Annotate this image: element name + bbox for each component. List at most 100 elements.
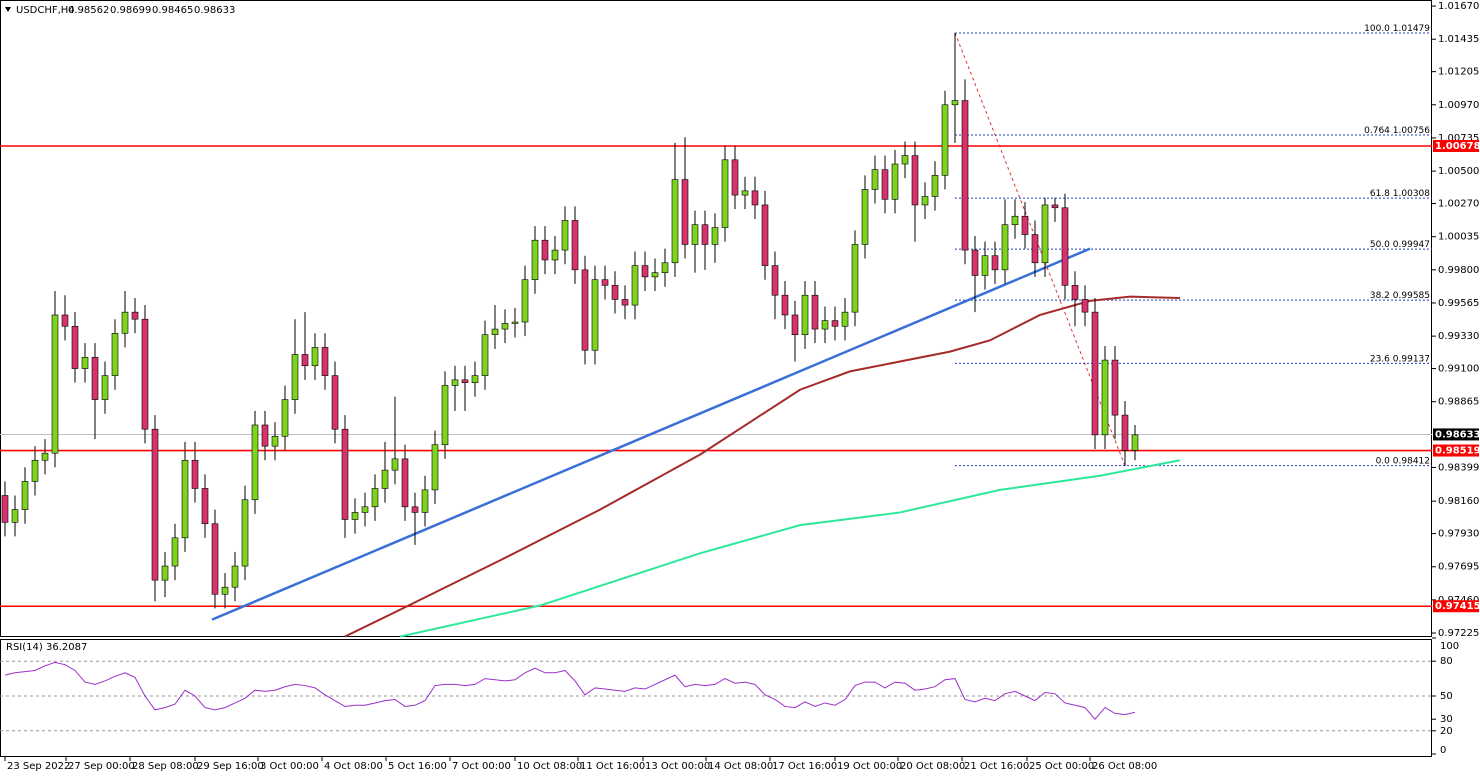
rsi-tick-label: 30 (1440, 714, 1453, 725)
fib-ratio: 100.0 (1364, 24, 1390, 34)
candle-body (1061, 207, 1069, 286)
candle-body (1071, 285, 1079, 300)
y-tick-label: 1.00735 (1438, 133, 1479, 144)
ohlc-close: 0.98633 (194, 5, 235, 16)
menu-arrow (5, 7, 11, 12)
x-tick-label: 14 Oct 08:00 (708, 761, 773, 772)
candle-body (621, 299, 629, 306)
candle-body (711, 227, 719, 245)
candle-body (1121, 414, 1129, 451)
price-box-label: 0.97415 (1435, 601, 1480, 612)
candle-body (41, 452, 49, 461)
fib-label: 50.0 0.99947 (1370, 240, 1430, 250)
rsi-tick-label: 0 (1440, 745, 1446, 756)
candle-body (741, 190, 749, 196)
candle-body (141, 318, 149, 430)
candle-body (641, 265, 649, 278)
candle-body (771, 265, 779, 296)
y-tick-label: 0.99800 (1438, 265, 1479, 276)
rsi-panel (0, 639, 1432, 757)
candle-body (551, 249, 559, 261)
candle-body (1001, 224, 1009, 271)
candle-body (731, 159, 739, 196)
y-tick-label: 1.00035 (1438, 232, 1479, 243)
y-tick-label: 0.98160 (1438, 496, 1479, 507)
candle-body (11, 509, 19, 523)
y-tick-label: 1.01435 (1438, 34, 1479, 45)
candle-body (21, 481, 29, 510)
candle-body (541, 239, 549, 261)
candle-body (931, 175, 939, 197)
x-tick-label: 27 Sep 00:00 (68, 761, 135, 772)
ohlc-high: 0.98699 (110, 5, 151, 16)
candle-body (131, 311, 139, 320)
candle-body (411, 506, 419, 513)
x-tick-label: 17 Oct 16:00 (772, 761, 837, 772)
price-box (1433, 600, 1479, 613)
candle-body (261, 424, 269, 447)
candle-body (1, 495, 9, 523)
candle-body (231, 565, 239, 588)
x-tick-label: 20 Oct 08:00 (900, 761, 965, 772)
y-tick-label: 0.99330 (1438, 331, 1479, 342)
candle-body (1081, 299, 1089, 313)
candle-body (631, 265, 639, 306)
x-tick-label: 21 Oct 16:00 (964, 761, 1029, 772)
fib-price: 0.98412 (1393, 456, 1430, 466)
ohlc-open: 0.98562 (68, 5, 109, 16)
y-tick-label: 1.00500 (1438, 166, 1479, 177)
moving-average (399, 459, 1181, 638)
candle-body (511, 321, 519, 324)
price-box (1433, 139, 1479, 152)
candle-body (801, 294, 809, 336)
candle-body (581, 269, 589, 351)
candle-body (311, 347, 319, 367)
candle-body (671, 179, 679, 264)
candle-body (751, 190, 759, 206)
fib-ratio: 61.8 (1370, 189, 1390, 199)
fib-label: 0.764 1.00756 (1364, 125, 1430, 135)
candle-body (1131, 434, 1139, 451)
candle-body (251, 424, 259, 501)
candle-body (431, 444, 439, 491)
fib-price: 1.00308 (1393, 189, 1430, 199)
candle-body (101, 375, 109, 400)
rsi-tick-label: 20 (1440, 726, 1453, 737)
candle-body (561, 220, 569, 251)
candle-body (221, 586, 229, 595)
x-tick-label: 29 Sep 16:00 (197, 761, 264, 772)
candle-body (521, 279, 529, 323)
candle-body (371, 488, 379, 508)
candle-body (501, 323, 509, 330)
candle-body (151, 428, 159, 581)
candle-body (991, 255, 999, 271)
x-tick-label: 26 Oct 08:00 (1092, 761, 1157, 772)
candle-body (601, 279, 609, 286)
candle-body (361, 506, 369, 513)
candle-body (121, 311, 129, 334)
candle-body (171, 537, 179, 567)
price-box-label: 0.98633 (1435, 429, 1480, 440)
y-tick-label: 0.97930 (1438, 529, 1479, 540)
trendline (211, 247, 1091, 621)
y-tick-label: 0.97695 (1438, 562, 1479, 573)
y-tick-label: 1.00270 (1438, 199, 1479, 210)
fib-label: 61.8 1.00308 (1370, 189, 1430, 199)
candle-body (841, 311, 849, 327)
candle-body (301, 354, 309, 367)
fib-ratio: 38.2 (1370, 291, 1390, 301)
candle-body (461, 379, 469, 383)
x-tick-label: 11 Oct 16:00 (580, 761, 645, 772)
candle-body (421, 489, 429, 513)
candle-body (691, 224, 699, 245)
candle-body (681, 179, 689, 245)
candle-body (351, 512, 359, 520)
candle-body (181, 459, 189, 539)
candle-body (761, 204, 769, 266)
candle-body (951, 100, 959, 106)
y-tick-label: 0.98399 (1438, 462, 1479, 473)
candle-body (71, 325, 79, 369)
candle-body (901, 155, 909, 165)
price-box-label: 1.00678 (1435, 141, 1480, 152)
